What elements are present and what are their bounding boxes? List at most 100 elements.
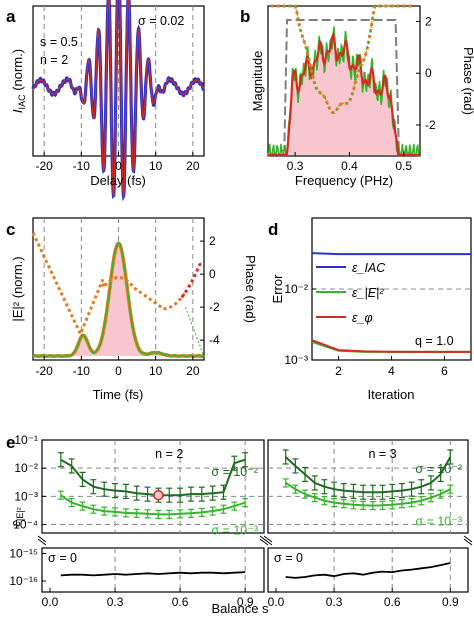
- tick-label: 20: [186, 364, 200, 378]
- tick-label: -10: [73, 159, 91, 173]
- magnitude-red: [268, 31, 420, 157]
- tick-label: 0: [425, 66, 432, 80]
- error-lines-d: [311, 252, 471, 353]
- series-label-e: σ = 10⁻²: [415, 462, 462, 476]
- y-axis-label-right-b: Phase (rad): [461, 47, 474, 115]
- phase-green-dotted-c: [184, 307, 205, 357]
- plot-frame-lower: [41, 547, 265, 593]
- panel-d: d ε_IAC ε_|E|² ε_φ q = 1.0 2 4 6 10⁻³ 10⁻² It…: [268, 217, 472, 402]
- tick-label: -2: [209, 300, 220, 314]
- panel-label-b: b: [240, 7, 250, 26]
- right-y-ticks-b: 2 0 -2: [416, 15, 436, 132]
- legend-label: ε_|E|²: [352, 286, 384, 300]
- tick-label: 0.6: [172, 595, 189, 609]
- tick-label: 0.0: [268, 595, 285, 609]
- tick-label: 2: [209, 234, 216, 248]
- series-line-e: [285, 482, 451, 507]
- series-line-e: [60, 571, 246, 577]
- q-annotation-d: q = 1.0: [415, 334, 454, 348]
- tick-label: 10⁻²: [284, 282, 308, 296]
- tick-label: 0.4: [341, 159, 358, 173]
- x-ticks-a: -20 -10 0 10 20: [35, 152, 200, 173]
- subplot-e-n3: σ = 10⁻² σ = 10⁻³ σ = 0 n = 3 0.0 0.3 0.6 0.9: [263, 439, 473, 609]
- tick-label: 10⁻⁴: [13, 518, 38, 532]
- legend-d: ε_IAC ε_|E|² ε_φ: [316, 261, 386, 325]
- x-axis-label-d: Iteration: [368, 387, 415, 402]
- y-axis-label-left-b: Magnitude: [250, 51, 265, 112]
- plot-frame-lower: [267, 547, 469, 593]
- s-annotation-a: s = 0.5: [40, 35, 78, 49]
- y-axis-label-e: ε|E|²: [8, 507, 25, 526]
- series-label-e: σ = 10⁻³: [211, 523, 258, 537]
- highlight-marker: [153, 489, 164, 501]
- y-ticks-d: 10⁻³ 10⁻²: [284, 282, 316, 367]
- tick-label: -2: [425, 118, 436, 132]
- y-axis-label-d: Error: [270, 274, 285, 304]
- intensity-green: [32, 242, 205, 358]
- panel-label-e: e: [6, 433, 15, 452]
- panel-c: c -20 -10 0 10 20 20-2-4 Time (fs) |E|² (nor…: [6, 217, 258, 402]
- retrieved-iac-curve: [32, 0, 205, 199]
- tick-label: 0: [115, 159, 122, 173]
- series-label-e: σ = 0: [274, 551, 303, 565]
- series-line-e: [285, 456, 452, 494]
- axis-break-mark: [463, 538, 473, 546]
- x-ticks-c: -20 -10 0 10 20: [35, 356, 200, 378]
- tick-label: 0.9: [237, 595, 254, 609]
- tick-label: 4: [388, 364, 395, 378]
- tick-label: 10: [149, 159, 163, 173]
- tick-label: -4: [209, 333, 220, 347]
- subplot-label-e: n = 2: [155, 447, 183, 461]
- plot-frame-upper: [267, 439, 469, 534]
- x-axis-label-e: Balance s: [211, 601, 269, 616]
- panel-label-d: d: [268, 220, 278, 239]
- tick-label: -20: [35, 159, 53, 173]
- panel-a: a σ = 0.02 s = 0.5 n = 2 -20 -10 0 10 20 Del…: [6, 0, 205, 202]
- tick-label: 10⁻¹⁶: [9, 574, 38, 588]
- series-line-e: [60, 458, 246, 497]
- axis-break-mark: [37, 538, 47, 546]
- y-axis-label-left-c: |E|² (norm.): [10, 256, 25, 321]
- tick-label: 2: [425, 15, 432, 29]
- legend-label: ε_IAC: [352, 261, 386, 275]
- series-line-e: [60, 494, 246, 516]
- x-ticks-d: 2 4 6: [335, 356, 448, 378]
- n-annotation-a: n = 2: [40, 53, 68, 67]
- legend-label: ε_φ: [352, 311, 373, 325]
- tick-label: 0.3: [107, 595, 124, 609]
- panel-label-a: a: [6, 7, 16, 26]
- series-label-e: σ = 0: [48, 551, 77, 565]
- measured-iac-curve: [31, 0, 205, 202]
- tick-label: 0.6: [384, 595, 401, 609]
- y-axis-label-a: IIAC (norm.): [10, 49, 27, 113]
- tick-label: 10⁻³: [14, 489, 38, 503]
- tick-label: 10⁻²: [14, 461, 38, 475]
- axis-break-mark: [263, 538, 273, 546]
- series-line-e: [285, 562, 451, 579]
- plot-frame-upper: [41, 439, 265, 534]
- tick-label: 10⁻¹: [14, 433, 38, 447]
- phase-dotted-c: [31, 232, 187, 338]
- sigma-annotation-a: σ = 0.02: [138, 14, 184, 28]
- tick-label: 0.5: [395, 159, 412, 173]
- x-axis-label-c: Time (fs): [93, 387, 144, 402]
- tick-label: 0.0: [42, 595, 59, 609]
- panel-label-c: c: [6, 220, 15, 239]
- plot-frame-b: [267, 5, 421, 157]
- y-ticks-e: 10⁻¹ 10⁻² 10⁻³ 10⁻⁴ 10⁻¹⁵ 10⁻¹⁶: [9, 433, 46, 588]
- series-label-e: σ = 10⁻²: [211, 465, 258, 479]
- tick-label: 0.3: [287, 159, 304, 173]
- panel-b: b 0.3 0.4 0.5 2 0 -2 Frequency (PHz) Magnitu…: [240, 4, 474, 188]
- tick-label: 20: [186, 159, 200, 173]
- tick-label: 10⁻¹⁵: [9, 547, 38, 561]
- x-axis-label-a: Delay (fs): [90, 173, 146, 188]
- tick-label: 0.9: [442, 595, 459, 609]
- tick-label: 10: [149, 364, 163, 378]
- tick-label: 6: [441, 364, 448, 378]
- subplot-e-n2: σ = 10⁻² σ = 10⁻³ σ = 0 n = 2 0.0 0.3 0.6 0.9: [37, 439, 269, 609]
- subplot-label-e: n = 3: [368, 447, 396, 461]
- right-y-ticks-c: 2 0 -2 -4: [200, 234, 220, 347]
- tick-label: 0: [115, 364, 122, 378]
- tick-label: 0.3: [326, 595, 343, 609]
